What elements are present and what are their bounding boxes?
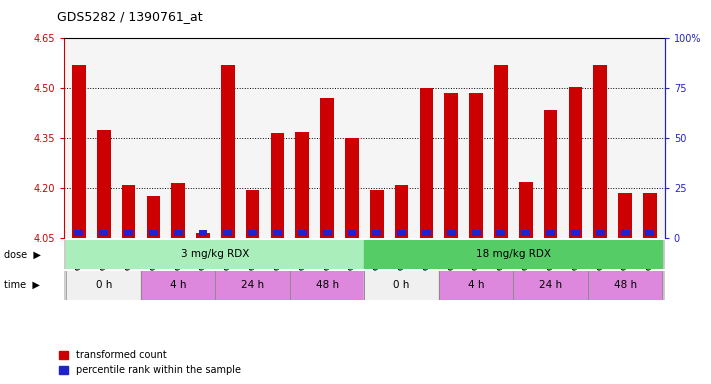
Text: 24 h: 24 h: [241, 280, 264, 290]
Bar: [447, 230, 456, 237]
Bar: [298, 230, 306, 237]
Bar: [146, 197, 160, 238]
Bar: [221, 65, 235, 238]
Bar: [594, 65, 607, 238]
Bar: [513, 271, 588, 300]
Bar: [64, 271, 665, 300]
Bar: [122, 185, 135, 238]
Legend: transformed count, percentile rank within the sample: transformed count, percentile rank withi…: [55, 346, 245, 379]
Bar: [546, 230, 555, 237]
Bar: [571, 230, 580, 237]
Bar: [72, 65, 86, 238]
Bar: [198, 230, 208, 237]
Text: GDS5282 / 1390761_at: GDS5282 / 1390761_at: [57, 10, 203, 23]
Bar: [173, 230, 183, 237]
Bar: [171, 183, 185, 238]
Text: dose  ▶: dose ▶: [4, 249, 41, 260]
Bar: [646, 230, 654, 237]
Bar: [248, 230, 257, 237]
Bar: [246, 190, 260, 238]
Bar: [296, 132, 309, 238]
Bar: [496, 230, 506, 237]
Text: 3 mg/kg RDX: 3 mg/kg RDX: [181, 249, 250, 260]
Text: time  ▶: time ▶: [4, 280, 39, 290]
Text: 0 h: 0 h: [95, 280, 112, 290]
Bar: [519, 182, 533, 238]
Text: 24 h: 24 h: [539, 280, 562, 290]
Bar: [141, 271, 215, 300]
Text: 4 h: 4 h: [468, 280, 484, 290]
Bar: [469, 93, 483, 238]
Bar: [196, 233, 210, 238]
Bar: [422, 230, 431, 237]
Bar: [439, 271, 513, 300]
Bar: [494, 65, 508, 238]
Bar: [223, 230, 232, 237]
Bar: [66, 240, 364, 269]
Bar: [419, 88, 433, 238]
Bar: [323, 230, 331, 237]
Bar: [271, 133, 284, 238]
Bar: [124, 230, 133, 237]
Text: 48 h: 48 h: [316, 280, 338, 290]
Bar: [66, 271, 141, 300]
Bar: [444, 93, 458, 238]
Bar: [215, 271, 290, 300]
Bar: [100, 230, 108, 237]
Bar: [544, 110, 557, 238]
Bar: [75, 230, 83, 237]
Bar: [569, 87, 582, 238]
Bar: [64, 240, 665, 269]
Bar: [521, 230, 530, 237]
Bar: [397, 230, 406, 237]
Bar: [588, 271, 663, 300]
Bar: [364, 240, 663, 269]
Bar: [149, 230, 158, 237]
Bar: [345, 138, 359, 238]
Bar: [373, 230, 381, 237]
Bar: [321, 98, 334, 238]
Bar: [273, 230, 282, 237]
Bar: [471, 230, 481, 237]
Bar: [621, 230, 629, 237]
Text: 0 h: 0 h: [393, 280, 410, 290]
Bar: [348, 230, 356, 237]
Bar: [596, 230, 604, 237]
Bar: [370, 190, 384, 238]
Bar: [290, 271, 365, 300]
Bar: [643, 193, 657, 238]
Bar: [619, 193, 632, 238]
Bar: [395, 185, 408, 238]
Text: 48 h: 48 h: [614, 280, 636, 290]
Bar: [97, 130, 110, 238]
Text: 4 h: 4 h: [170, 280, 186, 290]
Bar: [364, 271, 439, 300]
Text: 18 mg/kg RDX: 18 mg/kg RDX: [476, 249, 551, 260]
